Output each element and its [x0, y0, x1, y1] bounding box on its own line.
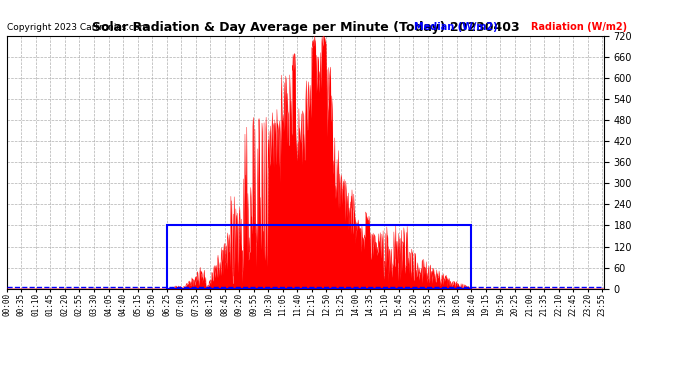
Bar: [166, 225, 471, 289]
Text: Radiation (W/m2): Radiation (W/m2): [531, 22, 627, 32]
Text: Copyright 2023 Cartronics.com: Copyright 2023 Cartronics.com: [7, 23, 148, 32]
Title: Solar Radiation & Day Average per Minute (Today) 20230403: Solar Radiation & Day Average per Minute…: [92, 21, 519, 34]
Text: Median (W/m2): Median (W/m2): [414, 22, 497, 32]
